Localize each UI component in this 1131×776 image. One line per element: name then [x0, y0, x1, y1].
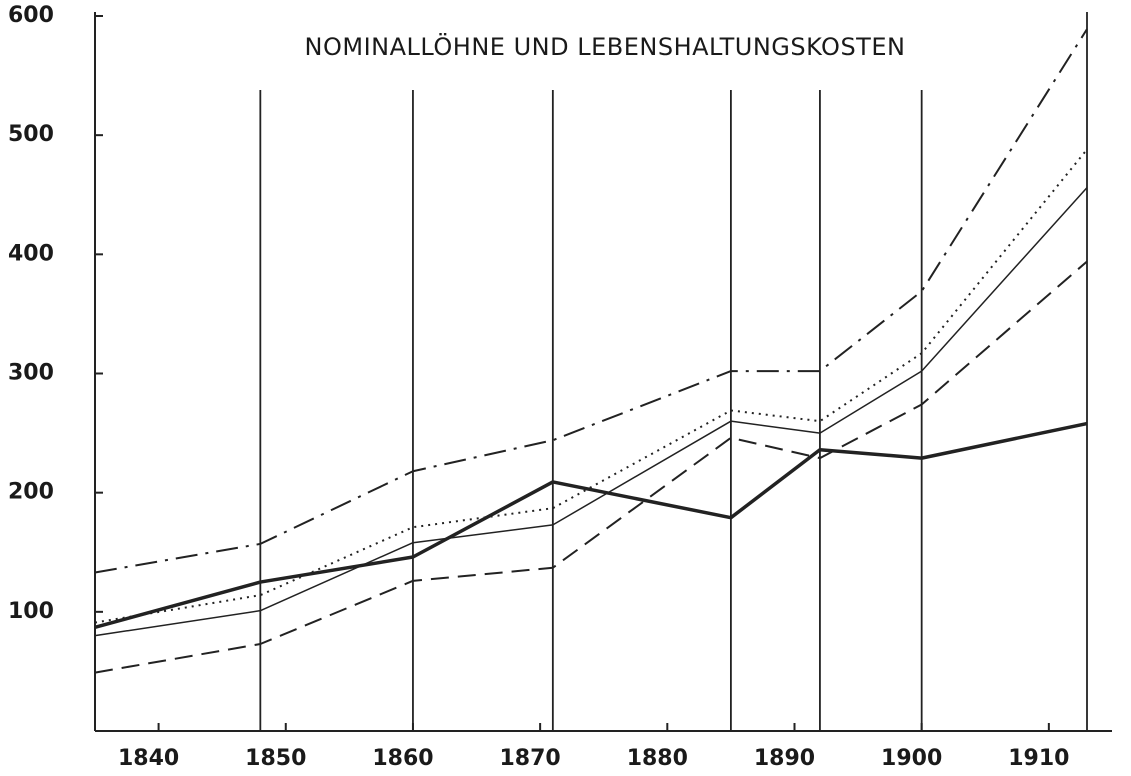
series-line [94, 28, 1088, 574]
chart-title: NOMINALLÖHNE UND LEBENSHALTUNGSKOSTEN [305, 32, 906, 61]
x-tick-label: 1900 [881, 746, 942, 771]
x-tick-label: 1910 [1008, 746, 1069, 771]
y-tick-label: 300 [8, 361, 54, 386]
y-tick-label: 500 [8, 122, 54, 147]
y-tick-label: 100 [8, 599, 54, 624]
series-line [94, 421, 1088, 630]
x-tick-label: 1880 [627, 746, 688, 771]
x-tick-label: 1890 [754, 746, 815, 771]
y-tick-label: 400 [8, 241, 54, 266]
series-line [94, 148, 1088, 624]
x-tick-label: 1870 [500, 746, 561, 771]
series-line [94, 260, 1088, 674]
x-tick-label: 1850 [245, 746, 306, 771]
x-tick-label: 1840 [118, 746, 179, 771]
series-line [94, 187, 1088, 637]
y-tick-label: 200 [8, 480, 54, 505]
x-tick-label: 1860 [372, 746, 433, 771]
y-tick-label: 600 [8, 3, 54, 28]
